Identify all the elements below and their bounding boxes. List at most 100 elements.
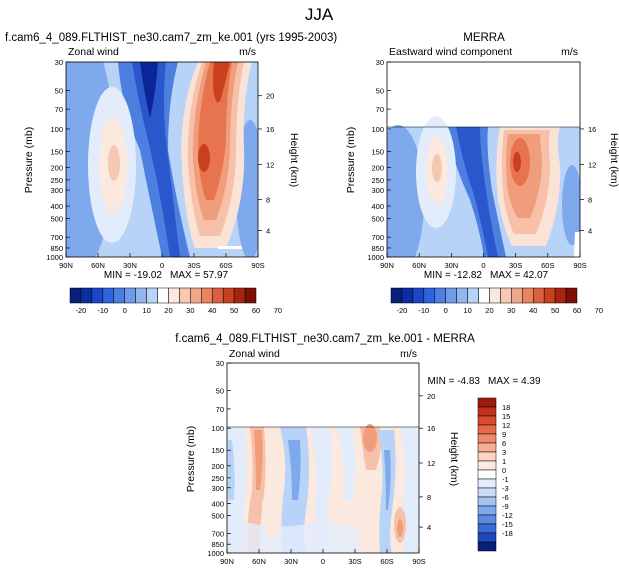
panel-diff-ytick-label: 400 [211,499,224,508]
colorbar-model-label: 40 [208,306,216,315]
colorbar-obs-label: 30 [507,306,515,315]
panel-model-ytick-label: 850 [50,244,63,253]
panel-diff-ytick-label: 700 [211,530,224,539]
colorbar-obs: -20 -10 0 10 20 30 40 50 60 70 [390,287,603,315]
colorbar-obs-label: 50 [551,306,559,315]
panel-obs-ylabel: Pressure (mb) [345,127,357,194]
panel-diff-height-tick-label: 12 [427,459,435,468]
colorbar-model-swatch [69,287,82,304]
panel-obs-ytick-label: 400 [371,202,384,211]
colorbar-model-swatch [211,287,224,304]
panel-diff-min: MIN = -4.83 [427,376,480,387]
panel-model-ytick-label: 400 [50,202,63,211]
colorbar-obs-swatch [532,287,545,304]
panel-diff-ytick-label: 100 [211,424,224,433]
panel-obs-ytick-label: 30 [376,58,384,67]
panel-model-ytick-label: 200 [50,163,63,172]
panel-obs-ytick-label: 50 [376,86,384,95]
panel-obs-xtick-label: 60S [541,261,554,270]
panel-model-right-ylabel: Height (km) [288,133,300,187]
panel-obs-ytick-label: 150 [371,148,384,157]
panel-obs-xtick-label: 0 [481,261,485,270]
panel-model-max: MAX = 57.97 [170,270,229,281]
colorbar-obs-swatch [423,287,436,304]
panel-model-xtick-label: 30S [187,261,200,270]
panel-obs-title: MERRA [463,32,505,44]
colorbar-obs-swatch [390,287,403,304]
colorbar-model-swatch [201,287,213,304]
colorbar-diff-label: 12 [502,421,510,430]
colorbar-obs-swatch [401,287,414,304]
panel-model-ytick-label: 250 [50,176,63,185]
panel-model-title: f.cam6_4_089.FLTHIST_ne30.cam7_zm_ke.001… [5,32,337,44]
panel-model-xtick-label: 0 [160,261,164,270]
panel-diff-height-tick-label: 20 [427,392,435,401]
panel-diff-xtick-label: 30N [284,557,298,566]
colorbar-model-label: 30 [186,306,194,315]
colorbar-diff-label: -3 [502,484,509,493]
panel-obs-right-ylabel: Height (km) [608,133,619,187]
colorbar-diff-swatch [477,487,497,498]
panel-diff-ytick-label: 70 [216,405,224,414]
colorbar-obs-swatch [489,287,501,304]
colorbar-diff-label: -9 [502,502,509,511]
panel-obs-xtick-label: 90S [573,261,586,270]
colorbar-model-swatch [102,287,115,304]
colorbar-obs-swatch [412,287,425,304]
panel-obs-xtick-label: 90N [380,261,394,270]
colorbar-obs-label: 10 [463,306,471,315]
panel-diff-height-tick-label: 16 [427,424,435,433]
colorbar-model-swatch [91,287,104,304]
panel-diff-title: f.cam6_4_089.FLTHIST_ne30.cam7_zm_ke.001… [175,333,475,345]
panel-obs-ytick-label: 850 [371,244,384,253]
colorbar-diff-swatch [477,505,497,516]
colorbar-obs-swatch [445,287,457,304]
colorbar-model-swatch [233,287,246,304]
panel-diff-xtick-label: 0 [321,557,325,566]
panel-model-ytick-label: 300 [50,186,63,195]
colorbar-diff-swatch [477,451,497,462]
colorbar-diff-label: -15 [502,520,513,529]
colorbar-obs-swatch [478,287,490,304]
panel-diff-xtick-label: 90N [220,557,234,566]
panel-model: f.cam6_4_089.FLTHIST_ne30.cam7_zm_ke.001… [5,32,337,281]
panel-obs-units: m/s [561,46,578,58]
colorbar-obs-swatch [434,287,446,304]
colorbar-diff-swatch [477,532,497,543]
colorbar-diff-swatch [477,424,497,435]
colorbar-obs-label: -10 [418,306,429,315]
colorbar-diff-label: 3 [502,448,506,457]
panel-model-min: MIN = -19.02 [104,270,163,281]
panel-diff-xtick-label: 60S [380,557,393,566]
colorbar-diff-label: 18 [502,403,510,412]
colorbar-model-swatch [113,287,125,304]
panel-model-ytick-label: 700 [50,233,63,242]
panel-obs-xtick-label: 30N [444,261,458,270]
panel-model-field-label: Zonal wind [68,46,119,58]
panel-diff-xtick-label: 90S [412,557,425,566]
colorbar-model: -20 -10 0 10 20 30 40 50 60 70 [69,287,282,315]
colorbar-diff-swatch [477,406,497,417]
colorbar-model-swatch [135,287,147,304]
colorbar-diff-swatch [477,442,497,453]
colorbar-model-swatch [80,287,93,304]
colorbar-obs-swatch [500,287,512,304]
colorbar-model-label: -20 [76,306,87,315]
panel-obs-field-label: Eastward wind component [389,46,512,58]
panel-obs-xtick-label: 30S [509,261,522,270]
colorbar-diff-label: 9 [502,430,506,439]
panel-diff-ytick-label: 250 [211,474,224,483]
panel-model-height-tick-label: 16 [266,125,274,134]
colorbar-diff-swatch [477,496,497,507]
colorbar-model-label: 20 [164,306,172,315]
colorbar-diff-swatch [477,469,497,480]
panel-model-height-tick-label: 4 [266,226,270,235]
colorbar-diff-label: 0 [502,466,506,475]
colorbar-diff-label: -18 [502,529,513,538]
panel-diff-ytick-label: 300 [211,484,224,493]
colorbar-model-swatch [157,287,169,304]
panel-diff: f.cam6_4_089.FLTHIST_ne30.cam7_zm_ke.001… [175,333,541,554]
